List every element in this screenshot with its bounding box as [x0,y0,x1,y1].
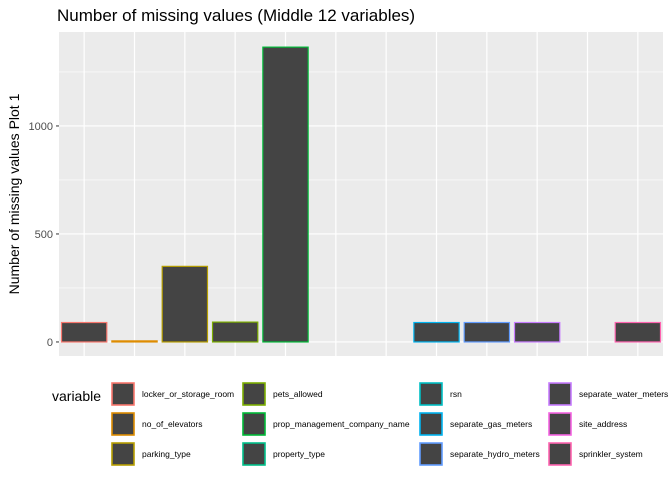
bar-no-of-elevators [111,340,158,343]
legend-label: no_of_elevators [142,419,203,429]
legend-key [242,382,266,406]
bar-separate-gas-meters [413,321,460,343]
y-tick-label: 1000 [29,121,53,133]
bar-pets-allowed [211,321,259,343]
legend-label: parking_type [142,449,191,459]
legend-key [111,412,135,436]
plot-panel [59,32,663,356]
legend-key [419,412,443,436]
bar-locker-or-storage-room [60,321,108,343]
legend-key [419,382,443,406]
chart-title: Number of missing values (Middle 12 vari… [57,6,415,25]
y-tick-label: 0 [47,337,53,349]
legend-key [111,442,135,466]
bar-separate-water-meters [513,321,561,343]
legend-label: prop_management_company_name [273,419,410,429]
legend-key [548,442,572,466]
legend-label: sprinkler_system [579,449,643,459]
legend-label: separate_gas_meters [450,419,532,429]
legend-key [242,412,266,436]
legend-label: site_address [579,419,627,429]
y-axis-title: Number of missing values Plot 1 [6,93,22,294]
legend-label: rsn [450,389,462,399]
legend-label: property_type [273,449,325,459]
bar-separate-hydro-meters [463,321,511,343]
legend-key [548,382,572,406]
legend-key [111,382,135,406]
legend-label: separate_hydro_meters [450,449,540,459]
legend: locker_or_storage_room no_of_elevatorspar… [111,382,668,466]
bars [60,46,662,343]
bar-prop-management-company-name [262,46,309,343]
legend-label: pets_allowed [273,389,323,399]
bar-sprinkler-system [614,321,662,343]
legend-title: variable [52,388,101,404]
minor-gridlines [59,71,663,289]
legend-label: locker_or_storage_room [142,389,234,399]
y-axis-ticks: 0 500 1000 [29,121,59,349]
y-tick-label: 500 [35,229,53,241]
legend-label: separate_water_meters [579,389,668,399]
legend-key [548,412,572,436]
bar-parking-type [161,265,209,343]
legend-key [419,442,443,466]
legend-key [242,442,266,466]
